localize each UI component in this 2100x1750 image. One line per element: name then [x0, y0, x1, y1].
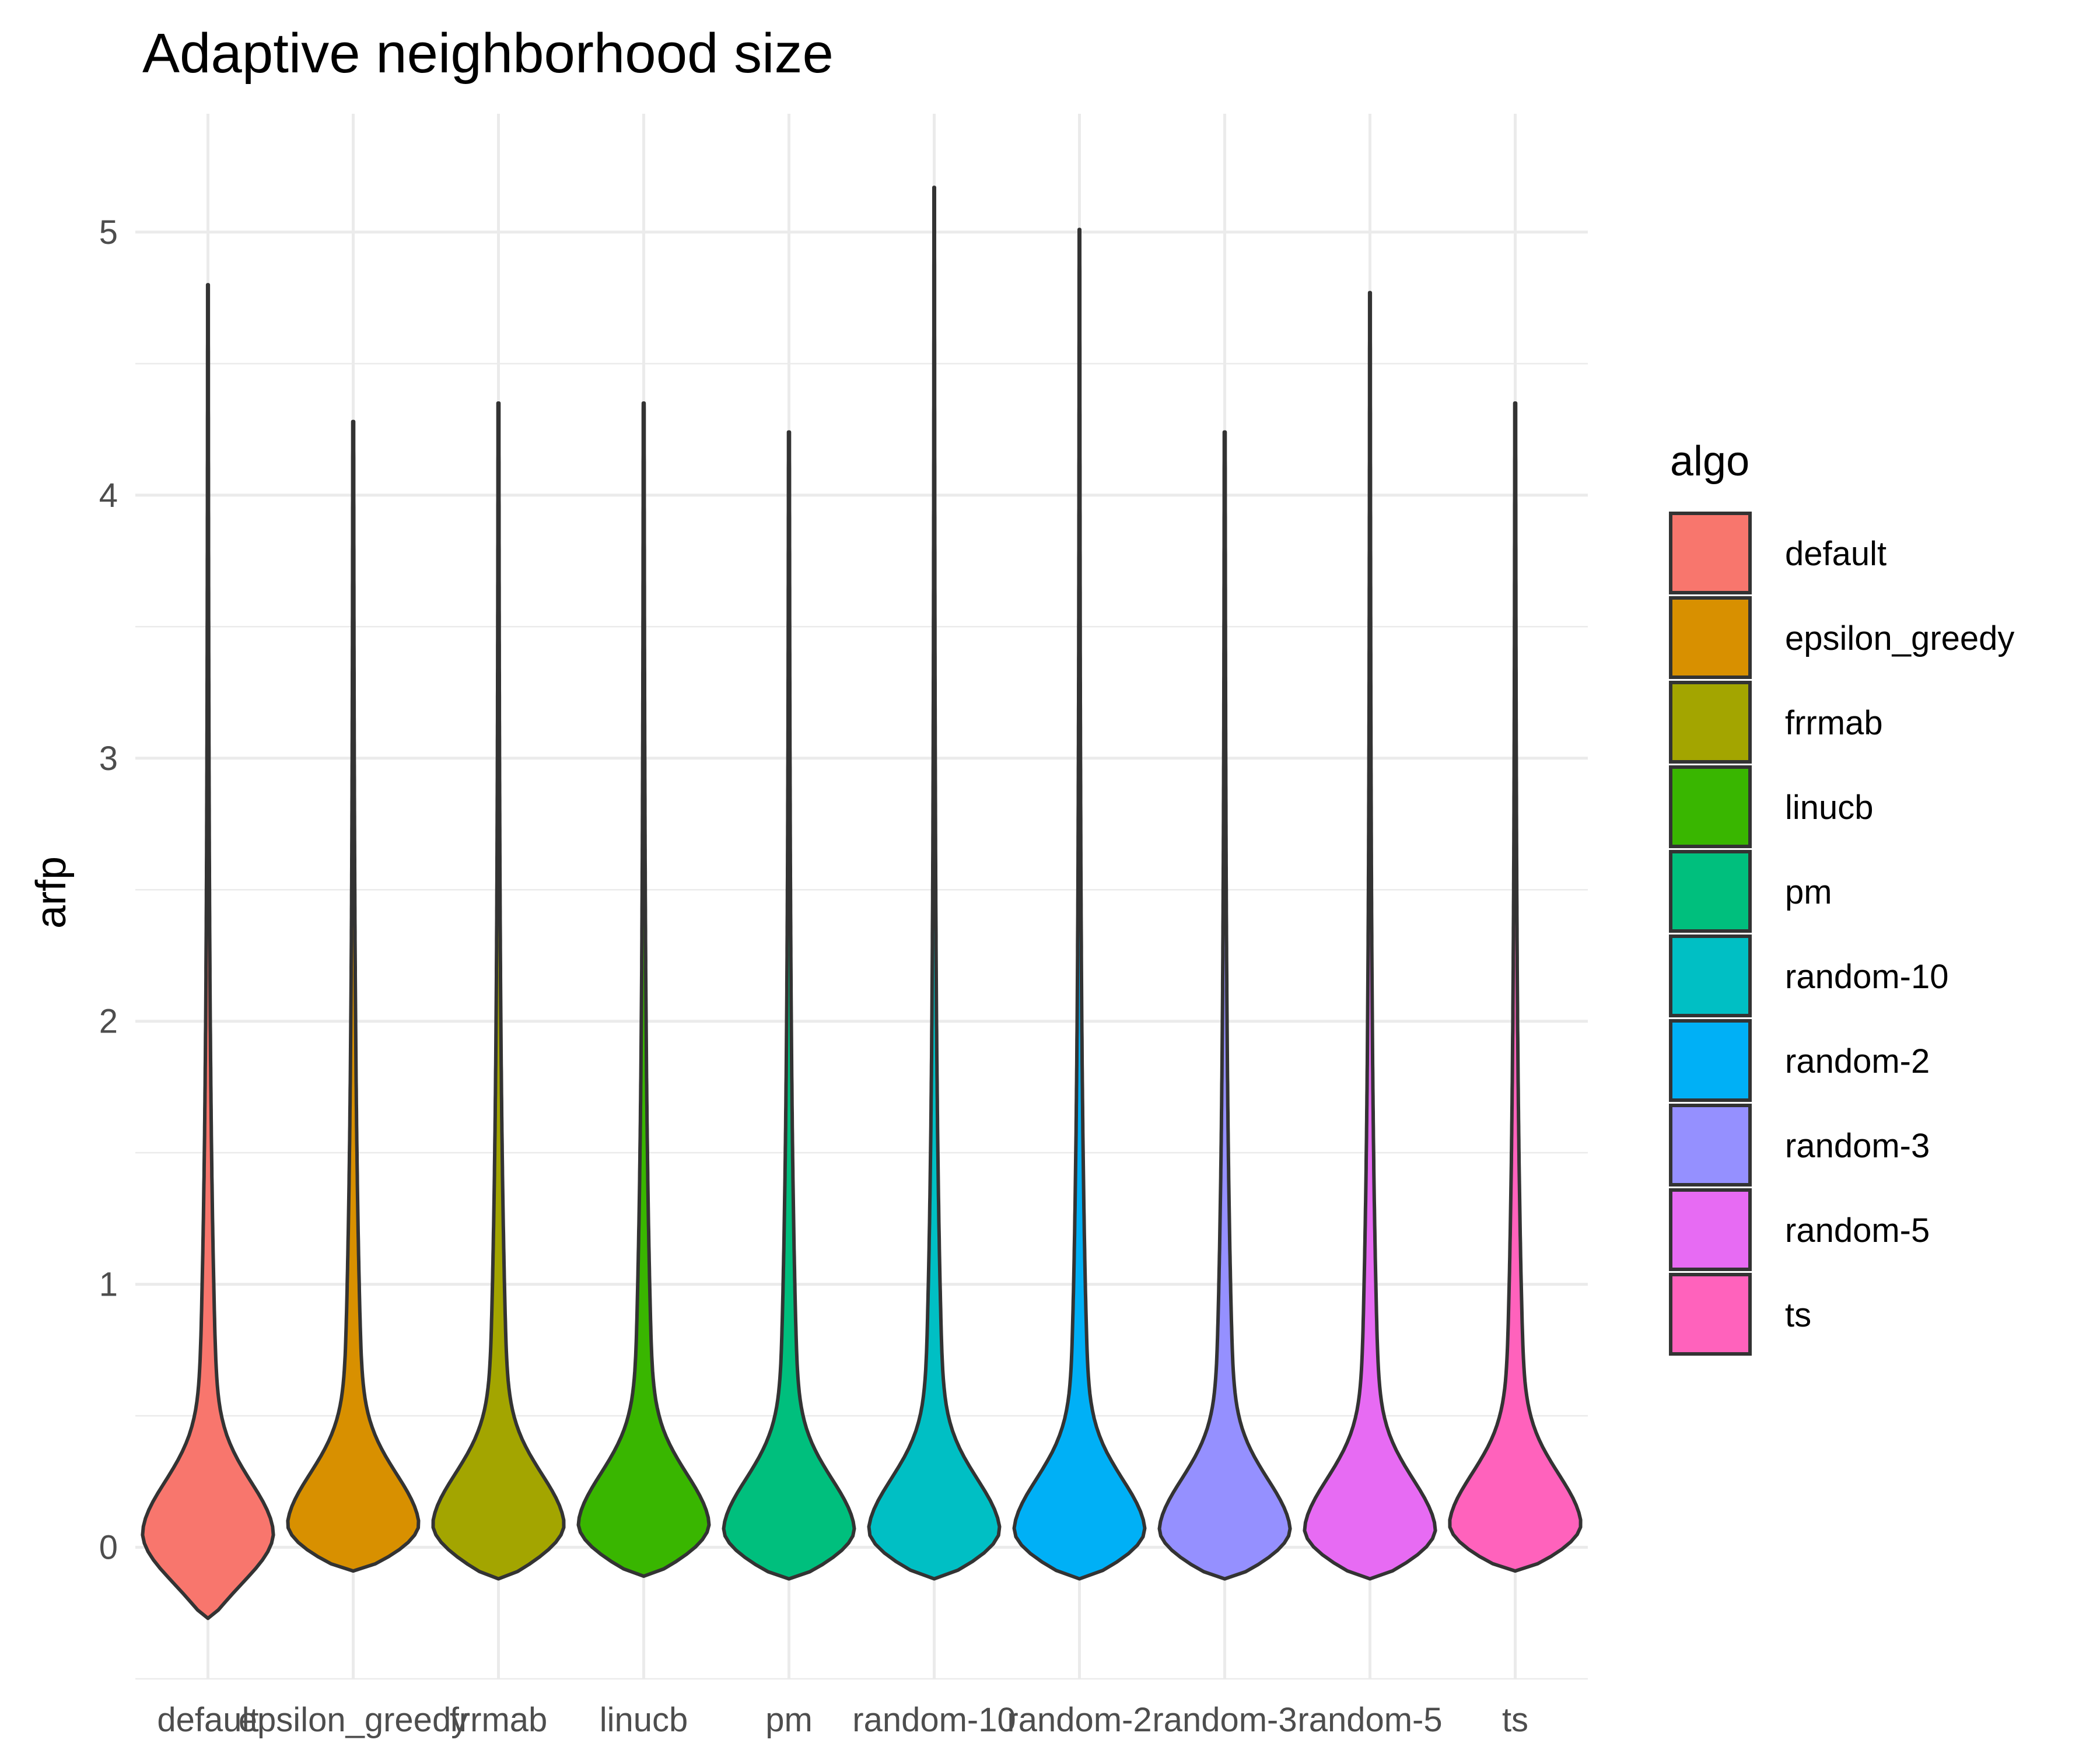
legend-swatch-random-2	[1669, 1019, 1752, 1102]
y-tick-label: 5	[99, 214, 118, 251]
x-tick-label-random-2: random-2	[1007, 1701, 1152, 1739]
legend-swatch-linucb	[1669, 765, 1752, 848]
violin-random-3	[1157, 430, 1292, 1581]
y-tick-label: 0	[99, 1529, 118, 1567]
y-tick-label: 1	[99, 1266, 118, 1304]
legend-label-random-5: random-5	[1785, 1212, 1930, 1250]
violins	[141, 186, 1583, 1620]
violin-random-10	[867, 186, 1002, 1581]
legend-label-frrmab: frrmab	[1785, 704, 1883, 742]
x-tick-label-default: default	[157, 1701, 258, 1739]
y-axis-title: arfp	[28, 856, 75, 929]
legend-swatch-default	[1669, 512, 1752, 594]
legend-label-pm: pm	[1785, 873, 1832, 911]
violin-ts	[1448, 401, 1583, 1573]
violin-frrmab	[431, 401, 566, 1581]
legend-swatch-random-5	[1669, 1188, 1752, 1271]
violin-random-2	[1012, 228, 1147, 1581]
y-axis-tick-labels: 0 1 2 3 4 5	[99, 214, 118, 1567]
legend-label-random-10: random-10	[1785, 958, 1948, 996]
x-tick-label-frrmab: frrmab	[450, 1701, 548, 1739]
x-tick-label-epsilon_greedy: epsilon_greedy	[239, 1701, 468, 1739]
y-tick-label: 2	[99, 1003, 118, 1041]
legend-title: algo	[1670, 438, 1749, 485]
legend-swatch-ts	[1669, 1273, 1752, 1356]
x-tick-label-random-3: random-3	[1152, 1701, 1297, 1739]
chart-title: Adaptive neighborhood size	[142, 22, 834, 85]
legend-label-epsilon_greedy: epsilon_greedy	[1785, 620, 2014, 657]
x-tick-label-ts: ts	[1502, 1701, 1528, 1739]
legend-swatch-pm	[1669, 850, 1752, 933]
y-tick-label: 3	[99, 740, 118, 778]
legend-swatch-epsilon_greedy	[1669, 596, 1752, 679]
legend-swatch-random-3	[1669, 1104, 1752, 1186]
y-tick-label: 4	[99, 477, 118, 514]
legend-swatch-frrmab	[1669, 681, 1752, 764]
x-tick-label-linucb: linucb	[600, 1701, 688, 1739]
legend-label-random-3: random-3	[1785, 1127, 1930, 1165]
legend-label-random-2: random-2	[1785, 1042, 1930, 1080]
legend-label-default: default	[1785, 535, 1887, 573]
violin-linucb	[576, 401, 711, 1578]
x-tick-label-pm: pm	[765, 1701, 813, 1739]
violin-epsilon_greedy	[286, 419, 421, 1573]
legend-label-linucb: linucb	[1785, 789, 1874, 827]
violin-default	[141, 283, 275, 1620]
x-tick-label-random-5: random-5	[1297, 1701, 1442, 1739]
x-tick-label-random-10: random-10	[852, 1701, 1016, 1739]
legend-swatch-random-10	[1669, 935, 1752, 1017]
violin-random-5	[1303, 290, 1437, 1581]
legend-label-ts: ts	[1785, 1296, 1811, 1334]
violin-pm	[722, 430, 856, 1581]
